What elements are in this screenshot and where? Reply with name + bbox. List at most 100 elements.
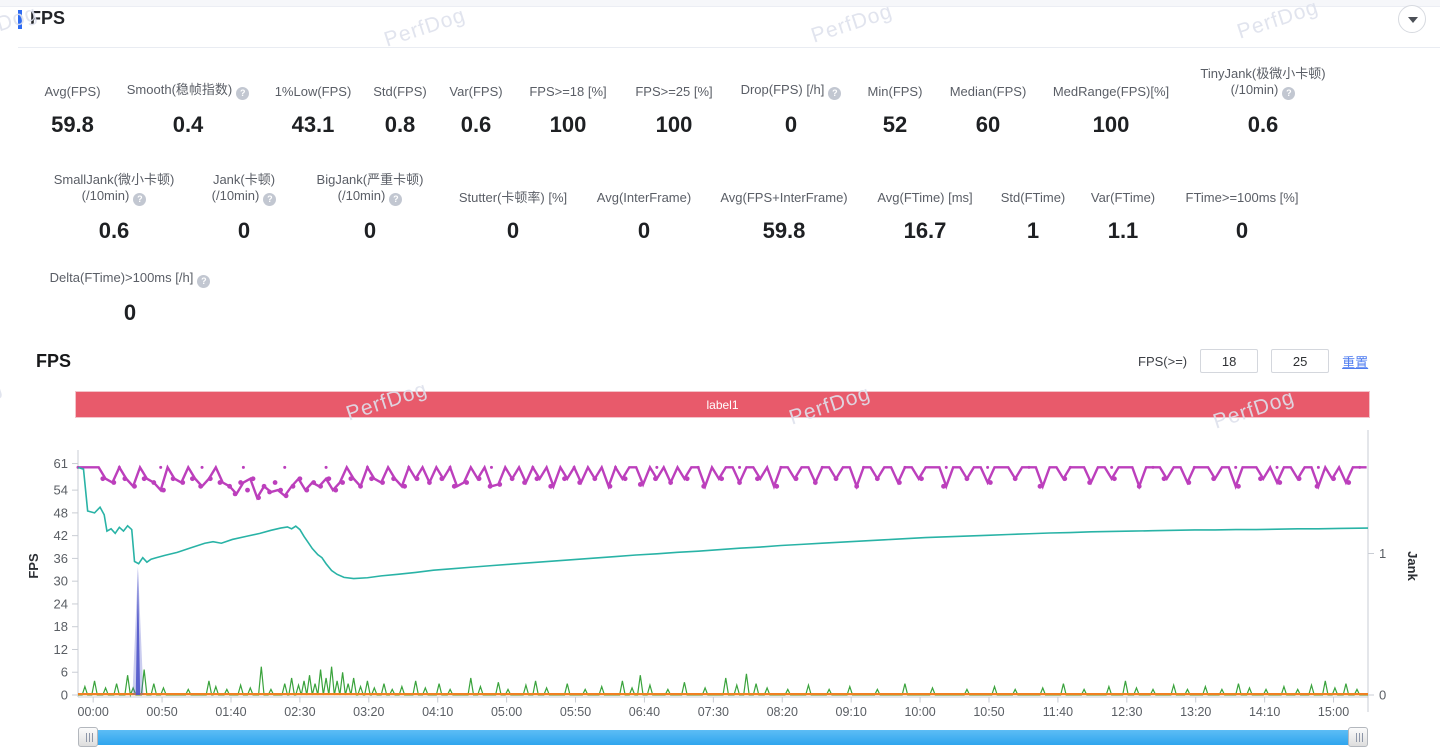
stat-value: 0.4 — [172, 112, 204, 137]
watermark-text: PerfDog — [0, 375, 6, 424]
svg-text:09:10: 09:10 — [836, 705, 867, 719]
stat-value: 0 — [363, 218, 377, 243]
stat-value: 16.7 — [903, 218, 947, 243]
fps-chart-canvas: 0612182430364248546101200:0000:5001:4002… — [26, 405, 1420, 720]
svg-text:61: 61 — [54, 456, 68, 471]
stat-value: 100 — [1092, 112, 1130, 137]
svg-text:03:20: 03:20 — [353, 705, 384, 719]
svg-text:48: 48 — [54, 505, 68, 520]
stat-label: FTime>=100ms [%] — [1185, 190, 1299, 205]
stat-value: 1.1 — [1107, 218, 1139, 243]
stat-label: Var(FPS) — [449, 84, 503, 99]
range-handle-right[interactable] — [1348, 727, 1368, 747]
header-divider — [18, 47, 1440, 48]
svg-text:12:30: 12:30 — [1111, 705, 1142, 719]
fps-max-input[interactable] — [1271, 349, 1330, 373]
stat-value: 0.6 — [1247, 112, 1279, 137]
stat-label: Var(FTime) — [1090, 190, 1156, 205]
svg-text:08:20: 08:20 — [767, 705, 798, 719]
stat-label: Std(FPS) — [373, 84, 427, 99]
help-icon[interactable]: ? — [828, 87, 842, 100]
stat-label: Min(FPS) — [867, 84, 923, 99]
svg-text:6: 6 — [61, 665, 68, 680]
stat-label: Avg(FTime) [ms] — [877, 190, 973, 205]
chevron-down-icon — [1408, 17, 1418, 23]
help-icon[interactable]: ? — [236, 87, 250, 100]
stat-value: 59.8 — [762, 218, 806, 243]
fps-min-input[interactable] — [1200, 349, 1259, 373]
stat-cell: FPS>=25 [%] 100 — [626, 58, 722, 138]
stat-label: Smooth(稳帧指数)? — [118, 58, 258, 100]
stat-cell: Var(FPS) 0.6 — [440, 58, 512, 138]
stat-cell: 1%Low(FPS) 43.1 — [268, 58, 358, 138]
svg-text:10:00: 10:00 — [904, 705, 935, 719]
stat-label: SmallJank(微小卡顿) (/10min)? — [53, 172, 175, 206]
svg-text:0: 0 — [1379, 688, 1386, 703]
label-banner-text: label1 — [706, 397, 739, 412]
svg-text:05:50: 05:50 — [560, 705, 591, 719]
stat-label: BigJank(严重卡顿) (/10min)? — [316, 172, 424, 206]
fps-chart[interactable]: 0612182430364248546101200:0000:5001:4002… — [0, 405, 1440, 725]
stat-label: Avg(FPS+InterFrame) — [720, 190, 848, 205]
stat-cell: SmallJank(微小卡顿) (/10min)? 0.6 — [40, 162, 188, 244]
stat-cell: Std(FPS) 0.8 — [362, 58, 438, 138]
svg-text:14:10: 14:10 — [1249, 705, 1280, 719]
stats-row-1: Avg(FPS) 59.8 Smooth(稳帧指数)? 0.4 1%Low(FPS) 43… — [0, 58, 1440, 160]
collapse-button[interactable] — [1398, 5, 1426, 33]
stat-label: FPS>=18 [%] — [529, 84, 607, 99]
fps-threshold-controls: FPS(>=) 重置 — [1138, 349, 1368, 373]
stat-label: Delta(FTime)>100ms [/h]? — [40, 258, 220, 288]
stat-cell: Delta(FTime)>100ms [/h]? 0 — [40, 258, 220, 326]
fps-threshold-label: FPS(>=) — [1138, 353, 1188, 369]
stat-value: 100 — [549, 112, 587, 137]
stat-cell: Avg(FTime) [ms] 16.7 — [866, 162, 984, 244]
help-icon[interactable]: ? — [263, 193, 277, 206]
stat-label: Drop(FPS) [/h]? — [732, 58, 850, 100]
help-icon[interactable]: ? — [389, 193, 403, 206]
svg-text:15:00: 15:00 — [1318, 705, 1349, 719]
stat-cell: Var(FTime) 1.1 — [1082, 162, 1164, 244]
stat-value: 0 — [784, 112, 798, 137]
stat-cell: Drop(FPS) [/h]? 0 — [732, 58, 850, 138]
chart-range-scrollbar[interactable] — [78, 730, 1368, 745]
stat-value: 0.6 — [98, 218, 130, 243]
help-icon[interactable]: ? — [133, 193, 147, 206]
help-icon[interactable]: ? — [197, 275, 211, 288]
reset-link[interactable]: 重置 — [1342, 354, 1369, 370]
stat-label: Avg(InterFrame) — [596, 190, 692, 205]
stats-row-2: SmallJank(微小卡顿) (/10min)? 0.6 Jank(卡顿) (/10m… — [0, 162, 1440, 262]
stat-value: 0 — [1235, 218, 1249, 243]
panel-title: FPS — [30, 8, 66, 28]
stat-label: Std(FTime) — [1000, 190, 1066, 205]
top-strip — [0, 0, 1440, 7]
range-handle-left[interactable] — [78, 727, 98, 747]
svg-text:FPS: FPS — [26, 553, 41, 579]
stat-label: Jank(卡顿) (/10min)? — [211, 172, 277, 206]
svg-text:54: 54 — [54, 483, 68, 498]
svg-text:04:10: 04:10 — [422, 705, 453, 719]
stat-cell: Min(FPS) 52 — [858, 58, 932, 138]
svg-text:1: 1 — [1379, 546, 1386, 561]
stat-cell: Stutter(卡顿率) [%] 0 — [448, 162, 578, 244]
svg-text:42: 42 — [54, 528, 68, 543]
svg-text:0: 0 — [61, 688, 68, 703]
label-banner: label1 — [75, 391, 1370, 418]
help-icon[interactable]: ? — [1282, 87, 1296, 100]
stat-cell: Avg(FPS+InterFrame) 59.8 — [710, 162, 858, 244]
svg-text:30: 30 — [54, 574, 68, 589]
stat-cell: Std(FTime) 1 — [992, 162, 1074, 244]
svg-text:05:00: 05:00 — [491, 705, 522, 719]
svg-text:06:40: 06:40 — [629, 705, 660, 719]
svg-text:12: 12 — [54, 642, 68, 657]
svg-text:24: 24 — [54, 596, 68, 611]
stat-cell: Median(FPS) 60 — [938, 58, 1038, 138]
stat-label: 1%Low(FPS) — [274, 84, 352, 99]
svg-text:07:30: 07:30 — [698, 705, 729, 719]
svg-text:10:50: 10:50 — [973, 705, 1004, 719]
stat-label: MedRange(FPS)[%] — [1052, 84, 1170, 99]
svg-text:18: 18 — [54, 619, 68, 634]
stat-value: 0 — [637, 218, 651, 243]
stat-value: 0 — [506, 218, 520, 243]
svg-text:00:50: 00:50 — [146, 705, 177, 719]
stat-value: 0.6 — [460, 112, 492, 137]
